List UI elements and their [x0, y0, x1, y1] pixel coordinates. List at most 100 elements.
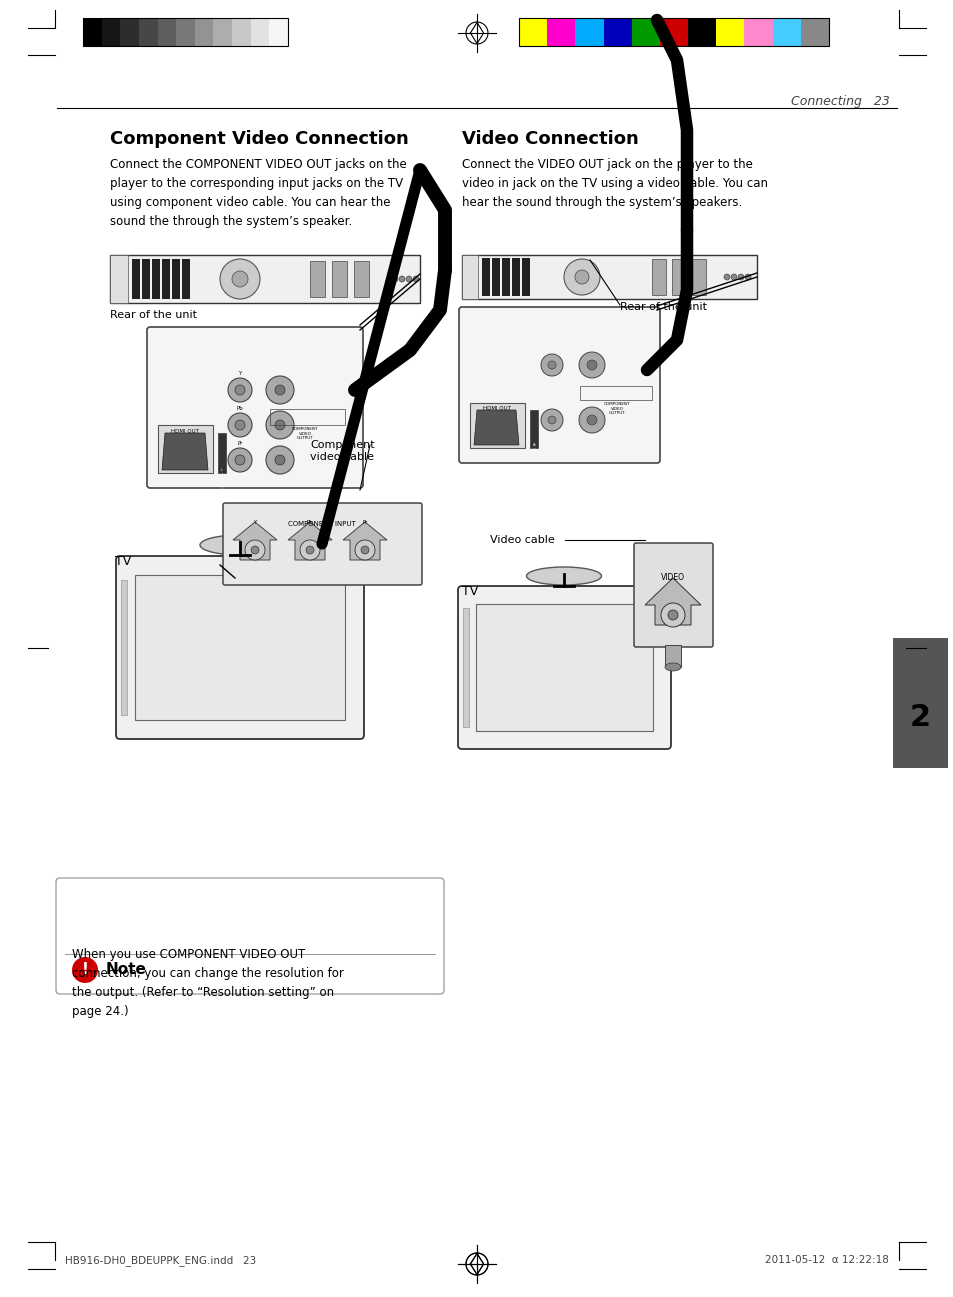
Circle shape	[228, 377, 252, 402]
Bar	[120, 18, 139, 45]
Bar	[232, 18, 251, 45]
Bar	[575, 18, 603, 45]
Text: COMPONENT
VIDEO
OUTPUT: COMPONENT VIDEO OUTPUT	[292, 427, 318, 440]
Text: Rear of the unit: Rear of the unit	[619, 302, 706, 313]
Bar	[659, 18, 687, 45]
Bar	[518, 18, 828, 45]
Circle shape	[306, 546, 314, 554]
Circle shape	[266, 411, 294, 438]
Polygon shape	[162, 433, 208, 470]
Text: Y: Y	[238, 371, 241, 376]
Text: !: !	[81, 962, 89, 978]
FancyBboxPatch shape	[147, 327, 363, 488]
Bar	[892, 638, 947, 768]
Bar	[462, 608, 469, 728]
Bar	[110, 256, 419, 303]
Bar	[332, 261, 347, 297]
Circle shape	[251, 546, 258, 554]
Text: TV: TV	[115, 555, 132, 568]
Text: Note: Note	[106, 962, 147, 978]
Text: Y: Y	[253, 520, 256, 525]
Text: Video cable: Video cable	[490, 534, 554, 545]
Bar	[139, 18, 157, 45]
Bar	[270, 409, 345, 425]
Bar	[603, 18, 631, 45]
Bar	[121, 580, 127, 715]
Bar	[176, 18, 194, 45]
FancyBboxPatch shape	[457, 586, 670, 748]
Bar	[162, 259, 170, 300]
Bar	[461, 256, 477, 300]
Bar	[671, 259, 685, 294]
Bar	[135, 575, 345, 720]
Bar	[521, 258, 530, 296]
Bar	[579, 387, 651, 399]
Circle shape	[234, 420, 245, 431]
Circle shape	[406, 276, 412, 281]
Polygon shape	[644, 578, 700, 625]
Bar	[102, 18, 120, 45]
Bar	[157, 18, 176, 45]
Bar	[310, 261, 325, 297]
Circle shape	[274, 420, 285, 431]
Circle shape	[540, 354, 562, 376]
Text: Rear of the unit: Rear of the unit	[110, 310, 196, 320]
Circle shape	[578, 351, 604, 377]
Circle shape	[563, 259, 599, 294]
Bar	[631, 18, 659, 45]
Bar	[743, 18, 772, 45]
FancyBboxPatch shape	[223, 503, 421, 585]
Bar	[110, 256, 128, 303]
Bar	[501, 258, 510, 296]
Text: When you use COMPONENT VIDEO OUT
connection, you can change the resolution for
t: When you use COMPONENT VIDEO OUT connect…	[71, 948, 343, 1018]
Text: Connecting: Connecting	[914, 802, 924, 865]
Text: Component Video Connection: Component Video Connection	[110, 130, 408, 148]
Circle shape	[232, 271, 248, 287]
Bar	[512, 258, 519, 296]
Circle shape	[586, 361, 597, 370]
Bar	[518, 18, 547, 45]
Text: Pb: Pb	[236, 406, 243, 411]
Bar	[772, 18, 800, 45]
Bar	[481, 258, 490, 296]
Text: A
U
X: A U X	[532, 444, 535, 457]
Bar	[194, 18, 213, 45]
Ellipse shape	[200, 534, 280, 555]
Circle shape	[299, 540, 319, 560]
Circle shape	[274, 455, 285, 466]
Text: TV: TV	[461, 585, 477, 598]
Bar	[132, 259, 140, 300]
Bar	[492, 258, 499, 296]
Bar	[716, 18, 743, 45]
Text: Pr: Pr	[362, 520, 367, 525]
Bar	[172, 259, 180, 300]
Bar	[354, 261, 369, 297]
Text: Connect the COMPONENT VIDEO OUT jacks on the
player to the corresponding input j: Connect the COMPONENT VIDEO OUT jacks on…	[110, 158, 406, 228]
Bar	[83, 18, 288, 45]
Bar	[476, 604, 652, 732]
Text: Pr: Pr	[237, 441, 242, 446]
Circle shape	[392, 276, 397, 281]
Text: Connect the VIDEO OUT jack on the player to the
video in jack on the TV using a : Connect the VIDEO OUT jack on the player…	[461, 158, 767, 209]
Bar	[800, 18, 828, 45]
Text: Connecting   23: Connecting 23	[790, 95, 889, 108]
Bar	[251, 18, 269, 45]
Circle shape	[586, 415, 597, 425]
Circle shape	[71, 957, 98, 983]
Bar	[470, 403, 524, 447]
Polygon shape	[288, 521, 332, 560]
Bar	[83, 18, 102, 45]
FancyBboxPatch shape	[56, 878, 443, 994]
Text: HDMI OUT: HDMI OUT	[482, 406, 511, 411]
Bar	[142, 259, 150, 300]
Circle shape	[744, 274, 750, 280]
Circle shape	[730, 274, 737, 280]
Bar	[687, 18, 716, 45]
Text: COMPONENT INPUT: COMPONENT INPUT	[288, 521, 355, 527]
Text: HDMI OUT: HDMI OUT	[171, 429, 199, 434]
Bar	[547, 18, 575, 45]
Text: COMPONENT
VIDEO
OUTPUT: COMPONENT VIDEO OUTPUT	[603, 402, 630, 415]
Circle shape	[540, 409, 562, 431]
Circle shape	[266, 376, 294, 403]
Circle shape	[547, 416, 556, 424]
